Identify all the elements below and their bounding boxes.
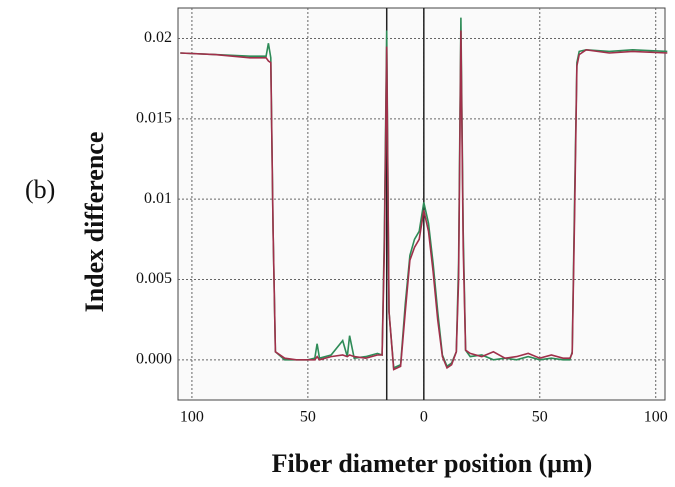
x-tick-label: 50 [532,409,548,426]
y-tick-label: 0.01 [144,190,172,207]
x-tick-label: 50 [300,409,316,426]
annotation: (b) [25,175,55,204]
plot-area [177,7,666,401]
x-tick-label: 100 [644,409,668,426]
x-tick-label: 0 [420,409,428,426]
y-tick-label: 0.02 [144,29,172,46]
x-tick-label: 100 [180,409,204,426]
y-axis-label: Index difference [80,132,109,313]
x-axis-label: Fiber diameter position (μm) [272,449,593,478]
y-tick-label: 0.015 [136,110,172,127]
y-tick-label: 0.005 [136,270,172,287]
data-line [180,30,668,371]
y-tick-label: 0.000 [136,351,172,368]
